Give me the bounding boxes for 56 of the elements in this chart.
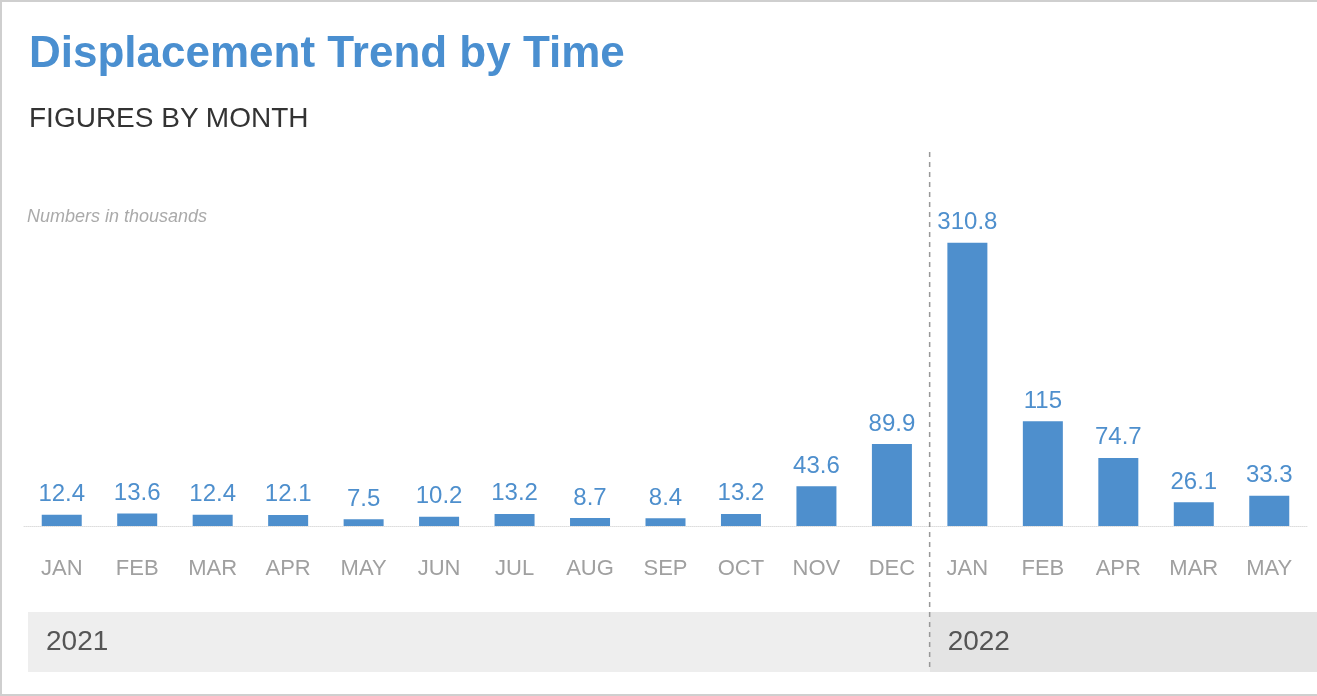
- data-label: 13.2: [717, 478, 765, 506]
- bar: [494, 513, 535, 526]
- x-tick-label: FEB: [115, 554, 159, 580]
- data-label: 7.5: [346, 483, 381, 511]
- data-label: 10.2: [415, 481, 463, 509]
- bar: [419, 516, 460, 526]
- x-tick-label: DEC: [868, 554, 916, 580]
- bar: [645, 518, 686, 526]
- bar: [1098, 457, 1139, 526]
- bar: [1022, 421, 1063, 526]
- x-tick-label: OCT: [717, 554, 765, 580]
- chart-subtitle: FIGURES BY MONTH: [29, 101, 309, 133]
- data-label: 26.1: [1170, 466, 1218, 494]
- bar: [192, 514, 233, 526]
- data-label: 8.7: [573, 482, 607, 510]
- data-label: 8.4: [648, 482, 683, 510]
- x-tick-label: FEB: [1021, 554, 1065, 580]
- data-label: 13.6: [113, 478, 161, 506]
- x-tick-label: AUG: [566, 554, 614, 580]
- data-label: 12.1: [264, 479, 312, 507]
- data-label: 74.7: [1094, 422, 1142, 450]
- x-tick-label: SEP: [643, 554, 688, 580]
- bar: [1173, 502, 1214, 526]
- data-label: 115: [1023, 385, 1062, 413]
- x-tick-label: JUN: [417, 554, 461, 580]
- bar: [570, 518, 611, 526]
- data-label: 12.4: [38, 479, 86, 507]
- text: 2021: [46, 624, 109, 656]
- data-label: 89.9: [868, 408, 916, 436]
- bar: [720, 513, 761, 526]
- bar: [343, 519, 384, 526]
- x-tick-label: JAN: [40, 554, 83, 580]
- x-tick-label: JUL: [495, 554, 535, 580]
- bar: [117, 513, 158, 526]
- x-tick-label: MAY: [340, 554, 387, 580]
- data-label: 310.8: [937, 207, 998, 235]
- data-label: 33.3: [1245, 460, 1293, 488]
- x-tick-label: APR: [265, 554, 311, 580]
- data-label: 43.6: [793, 450, 840, 478]
- x-tick-label: APR: [1095, 554, 1141, 580]
- text: 2022: [947, 624, 1010, 656]
- x-tick-label: MAR: [188, 554, 238, 580]
- bar: [1249, 495, 1290, 526]
- data-label: 13.2: [491, 478, 538, 506]
- x-tick-label: NOV: [792, 554, 841, 580]
- bar: [947, 242, 988, 526]
- bar: [268, 514, 309, 526]
- text: Numbers in thousands: [27, 206, 208, 226]
- x-tick-label: MAR: [1169, 554, 1219, 580]
- bar: [796, 486, 837, 526]
- data-label: 12.4: [189, 479, 237, 507]
- chart-title: Displacement Trend by Time: [29, 26, 625, 76]
- bar: [871, 444, 912, 526]
- bar: [41, 514, 82, 526]
- x-tick-label: MAY: [1246, 554, 1293, 580]
- x-tick-label: JAN: [946, 554, 989, 580]
